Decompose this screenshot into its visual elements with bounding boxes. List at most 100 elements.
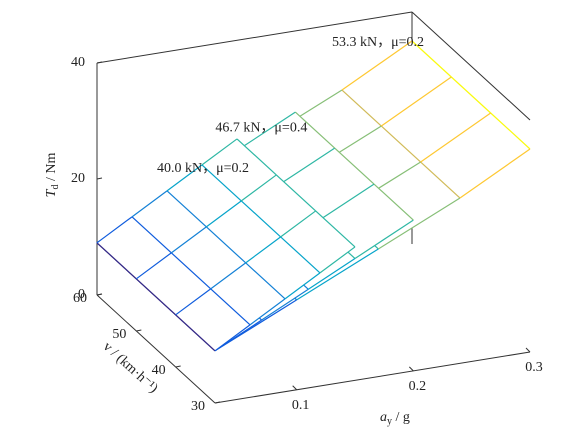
mesh-line (341, 40, 413, 91)
mesh-face (280, 210, 355, 273)
mesh-line (315, 183, 375, 224)
mesh-line (354, 219, 414, 260)
mesh-line (294, 111, 336, 149)
mesh-line (308, 258, 356, 290)
surface-label: 46.7 kN，μ=0.4 (215, 120, 307, 135)
x-axis-label: ay / g (380, 410, 410, 427)
surface-label: 40.0 kN，μ=0.2 (157, 161, 249, 176)
y-tick-label: 30 (191, 399, 205, 414)
mesh-line (334, 147, 375, 185)
mesh-line (240, 200, 282, 238)
mesh-line (296, 248, 379, 301)
y-tick-label: 40 (152, 363, 166, 378)
mesh-line (214, 324, 251, 352)
top-edge (411, 11, 531, 121)
mesh-face (420, 113, 530, 199)
mesh-line (459, 148, 531, 199)
y-tick-label: 50 (112, 327, 126, 342)
mesh-line (201, 138, 238, 166)
mesh-face (381, 77, 491, 163)
mesh-line (175, 314, 216, 352)
mesh-face (342, 41, 452, 127)
mesh-face (132, 190, 207, 253)
mesh-line (275, 174, 317, 212)
z-tick-label: 40 (71, 55, 85, 70)
mesh-face (241, 174, 316, 237)
z-label-rest: / Nm (44, 153, 59, 185)
mesh-line (166, 190, 207, 228)
z-label-sub: d (50, 185, 61, 190)
mesh-line (450, 76, 492, 114)
mesh-line (205, 226, 247, 264)
x-label-rest: / g (392, 410, 410, 425)
x-axis (214, 351, 531, 404)
mesh-line (380, 125, 422, 163)
mesh-line (420, 112, 492, 163)
mesh-line (490, 112, 531, 150)
mesh-line (131, 216, 172, 254)
surface-label: 53.3 kN，μ=0.2 (332, 35, 424, 50)
mesh-line (280, 210, 317, 238)
mesh-line (380, 76, 452, 127)
mesh-line (411, 40, 452, 78)
mesh-line (420, 161, 461, 199)
mesh-line (245, 236, 282, 264)
mesh-line (96, 216, 133, 244)
mesh-face (97, 216, 172, 279)
y-tick (136, 329, 142, 332)
mesh-line (276, 147, 335, 188)
x-tick-label: 0.2 (409, 379, 427, 394)
y-tick (214, 401, 221, 404)
mesh-face (202, 138, 277, 201)
mesh-line (261, 288, 309, 321)
mesh-line (284, 272, 321, 300)
x-label-sub: y (387, 416, 392, 427)
mesh-line (170, 252, 212, 290)
mesh-face (167, 164, 242, 227)
y-tick-label: 60 (73, 291, 87, 306)
mesh-line (280, 236, 321, 274)
mesh-line (201, 164, 242, 202)
x-tick (292, 385, 298, 391)
mesh-line (249, 298, 286, 326)
mesh-line (166, 164, 203, 192)
mesh-line (315, 210, 356, 248)
top-edge (96, 11, 413, 64)
mesh-line (210, 288, 251, 326)
y-axis (96, 294, 216, 404)
mesh-line (245, 262, 286, 300)
x-label-symbol: a (380, 410, 387, 425)
mesh-line (236, 111, 296, 152)
mesh-line (378, 197, 461, 250)
mesh-line (135, 278, 177, 316)
mesh-line (96, 242, 137, 280)
y-tick (175, 365, 181, 368)
mesh-line (131, 190, 168, 218)
mesh-face (210, 262, 285, 325)
mesh-line (341, 89, 382, 127)
mesh-face (136, 252, 211, 315)
x-tick (525, 347, 531, 353)
mesh-line (319, 246, 356, 274)
z-label-symbol: T (44, 188, 59, 197)
x-tick-label: 0.3 (525, 360, 543, 375)
mesh-face (171, 226, 246, 289)
z-tick-label: 20 (71, 171, 85, 186)
mesh-face (206, 200, 281, 263)
mesh-line (373, 183, 414, 221)
mesh-line (240, 174, 277, 202)
z-tick (96, 293, 103, 296)
x-tick (408, 366, 414, 372)
z-tick-label: 0 (78, 287, 85, 302)
mesh-line (205, 200, 242, 228)
x-tick-label: 0.1 (292, 398, 310, 413)
z-tick (96, 61, 103, 64)
mesh-face (245, 236, 320, 299)
mesh-line (175, 288, 212, 316)
mesh-line (170, 226, 207, 254)
z-axis-label: Td / Nm (44, 153, 61, 198)
mesh-line (236, 138, 277, 176)
mesh-line (210, 262, 247, 290)
mesh-face (175, 288, 250, 351)
